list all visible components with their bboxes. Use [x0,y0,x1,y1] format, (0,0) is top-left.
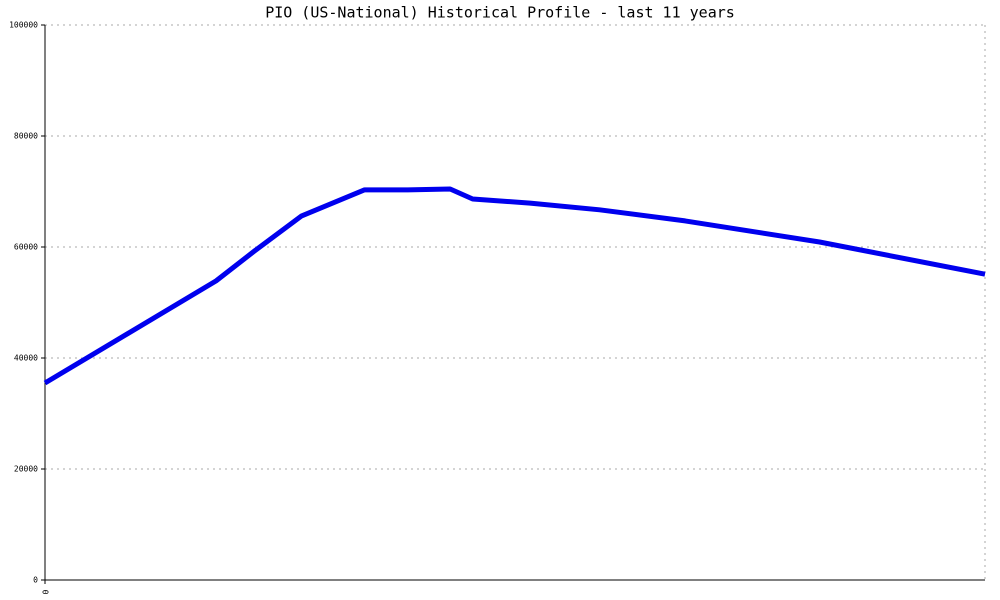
y-tick-label: 60000 [14,243,38,252]
x-tick-label: 0 [41,590,50,595]
y-tick-label: 80000 [14,132,38,141]
chart-title: PIO (US-National) Historical Profile - l… [265,4,735,22]
data-line [43,186,986,386]
y-tick-label: 20000 [14,465,38,474]
y-tick-label: 100000 [9,21,38,30]
y-tick-label: 0 [33,576,38,585]
y-tick-label: 40000 [14,354,38,363]
